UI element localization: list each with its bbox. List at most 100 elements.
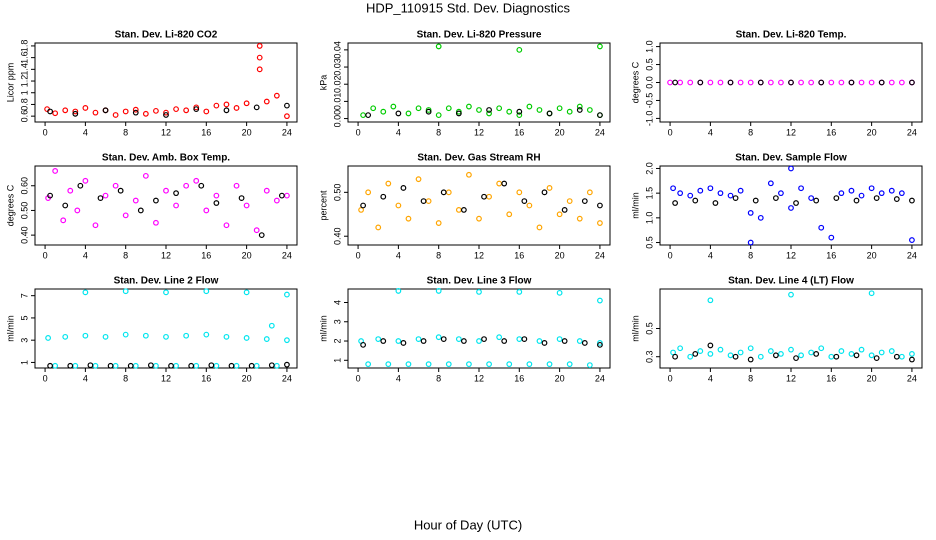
- data-point: [112, 112, 119, 118]
- data-point: [541, 340, 548, 346]
- data-point: [153, 107, 159, 114]
- y-tick-label: 4: [332, 300, 342, 305]
- x-tick-label: 0: [668, 127, 673, 137]
- data-point: [848, 187, 855, 194]
- data-point: [878, 79, 885, 86]
- data-point: [460, 206, 467, 213]
- data-point: [163, 333, 169, 340]
- data-point: [732, 195, 739, 201]
- y-tick-label: 0.0: [644, 76, 654, 89]
- data-point: [909, 350, 915, 357]
- data-point: [92, 362, 99, 369]
- data-point: [481, 193, 487, 200]
- data-point: [757, 214, 764, 221]
- data-point: [60, 217, 67, 224]
- plot-frame: [659, 42, 923, 123]
- data-point: [142, 110, 149, 117]
- data-point: [486, 110, 492, 117]
- panel-title: Stan. Dev. Amb. Box Temp.: [102, 153, 230, 164]
- data-point: [153, 362, 159, 369]
- x-tick-label: 0: [356, 250, 361, 260]
- data-point: [476, 215, 482, 222]
- y-tick-label: 0.3: [644, 350, 654, 363]
- data-point: [360, 202, 367, 209]
- data-point: [581, 198, 588, 205]
- x-tick-label: 8: [748, 250, 753, 260]
- data-point: [233, 182, 240, 189]
- data-point: [516, 108, 523, 115]
- data-point: [757, 353, 764, 360]
- data-point: [767, 348, 774, 354]
- data-point: [767, 79, 774, 86]
- data-point: [132, 362, 139, 369]
- x-tick-label: 24: [595, 373, 605, 383]
- data-point: [112, 362, 119, 369]
- data-point: [597, 340, 603, 346]
- x-tick-label: 8: [436, 127, 441, 137]
- data-point: [188, 362, 195, 369]
- data-point: [878, 349, 885, 356]
- data-point: [92, 222, 99, 229]
- data-point: [838, 190, 845, 197]
- data-point: [253, 362, 260, 369]
- y-tick-label: 7: [19, 293, 29, 298]
- data-point: [727, 79, 734, 86]
- data-point: [203, 207, 210, 214]
- data-point: [263, 98, 270, 105]
- data-point: [732, 353, 739, 360]
- y-tick-label: 0.02: [332, 75, 342, 93]
- data-point: [687, 353, 694, 360]
- data-point: [243, 289, 250, 296]
- y-tick-label: 0.40: [332, 227, 342, 245]
- data-point: [193, 177, 200, 184]
- data-point: [767, 180, 774, 187]
- data-point: [360, 112, 367, 119]
- data-point: [72, 362, 79, 369]
- y-axis-label: kPa: [318, 75, 328, 91]
- data-point: [788, 346, 794, 353]
- data-point: [597, 43, 603, 50]
- x-tick-label: 0: [356, 127, 361, 137]
- data-point: [476, 107, 482, 113]
- y-axis-label: ml/min: [318, 315, 328, 342]
- data-point: [808, 79, 815, 86]
- data-point: [586, 362, 593, 369]
- y-tick-label: 0.50: [332, 184, 342, 202]
- x-tick-label: 8: [748, 373, 753, 383]
- y-tick-label: 0.01: [332, 93, 342, 111]
- x-tick-label: 8: [123, 373, 128, 383]
- data-point: [380, 108, 387, 115]
- x-tick-label: 8: [123, 127, 128, 137]
- data-point: [97, 195, 104, 201]
- data-point: [466, 361, 472, 368]
- data-point: [268, 362, 275, 369]
- data-point: [375, 336, 382, 342]
- data-point: [258, 232, 265, 239]
- data-point: [898, 79, 905, 86]
- data-point: [72, 110, 79, 117]
- x-tick-label: 4: [708, 373, 713, 383]
- data-point: [173, 362, 179, 369]
- data-point: [243, 335, 250, 341]
- data-point: [772, 195, 779, 201]
- data-point: [556, 336, 563, 342]
- data-point: [137, 207, 144, 214]
- data-point: [828, 79, 835, 86]
- data-point: [541, 189, 548, 196]
- data-point: [203, 108, 210, 115]
- data-point: [496, 105, 503, 112]
- data-point: [561, 338, 568, 344]
- y-tick-label: 1.5: [644, 187, 654, 200]
- y-tick-label: 0.04: [332, 41, 342, 59]
- x-tick-label: 0: [43, 127, 48, 137]
- data-point: [521, 198, 528, 205]
- data-point: [122, 288, 129, 295]
- data-point: [405, 110, 412, 117]
- data-point: [793, 200, 799, 206]
- data-point: [566, 108, 573, 115]
- data-point: [793, 355, 799, 362]
- data-point: [132, 197, 139, 204]
- data-point: [798, 185, 804, 192]
- data-point: [223, 333, 230, 340]
